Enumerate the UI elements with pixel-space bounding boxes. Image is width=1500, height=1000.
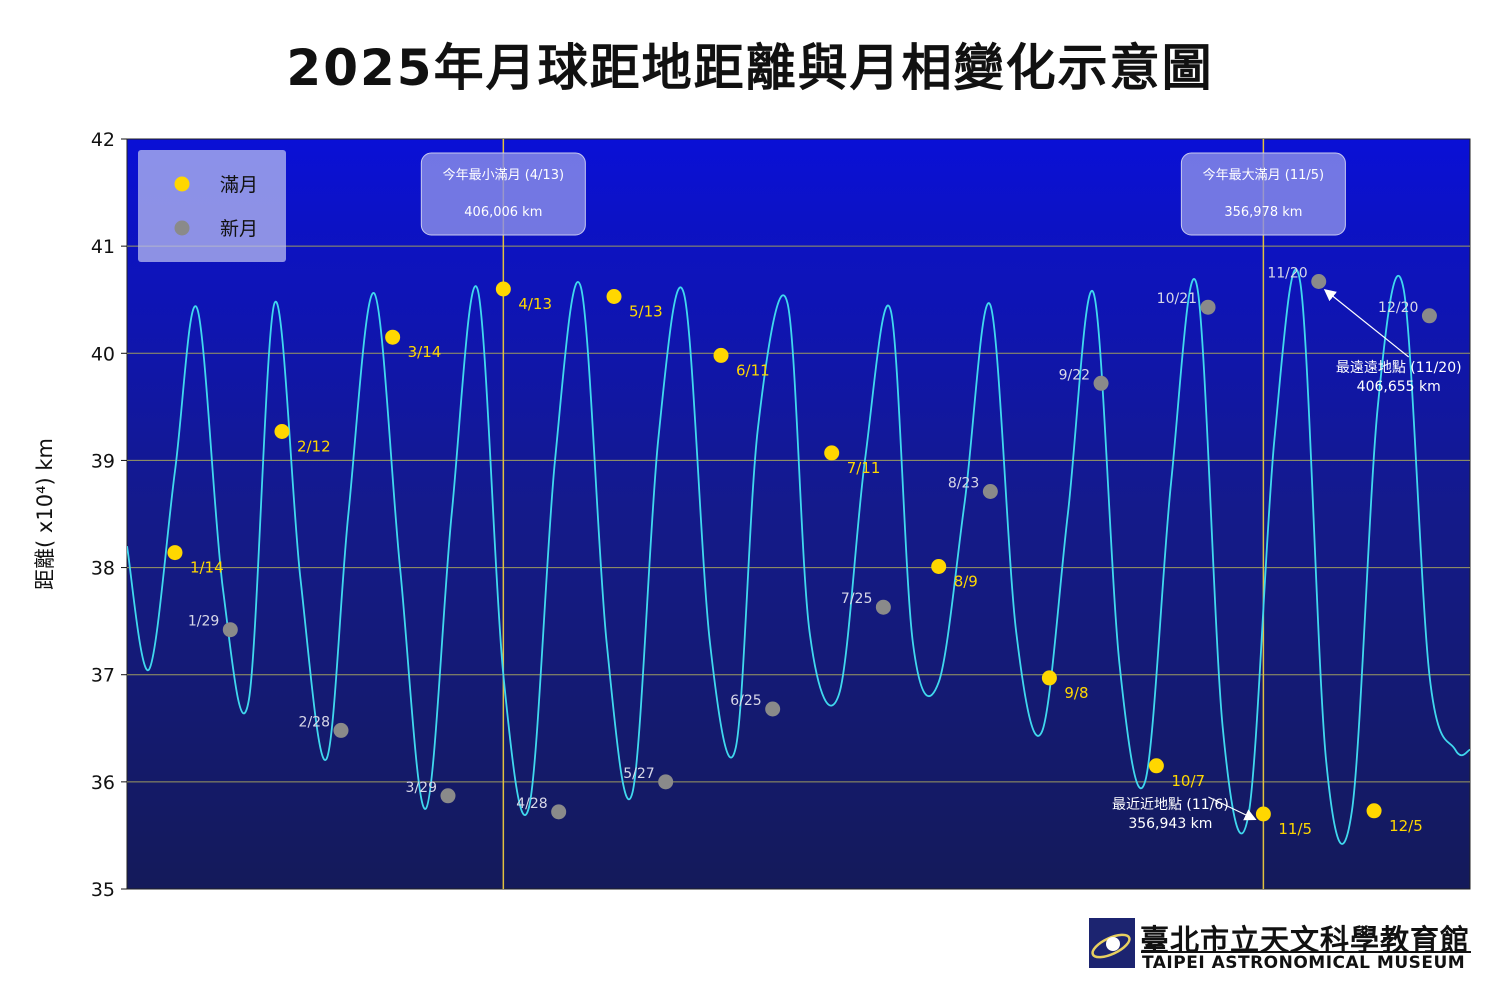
- full-moon-label: 6/11: [736, 361, 770, 379]
- y-tick-label: 38: [91, 558, 115, 580]
- new-moon-point: [658, 774, 674, 790]
- full-moon-label: 10/7: [1171, 772, 1205, 790]
- full-moon-label: 5/13: [629, 303, 663, 321]
- legend-full-moon-marker: [174, 176, 190, 192]
- full-moon-point: [385, 329, 401, 345]
- full-moon-label: 12/5: [1389, 817, 1423, 835]
- new-moon-label: 12/20: [1378, 300, 1418, 316]
- marker-box: [1180, 152, 1346, 236]
- new-moon-label: 1/29: [188, 614, 219, 630]
- chart-title: 2025年月球距地距離與月相變化示意圖: [286, 39, 1214, 97]
- full-moon-label: 11/5: [1278, 820, 1312, 838]
- full-moon-point: [495, 281, 511, 297]
- full-moon-point: [824, 445, 840, 461]
- marker-box-value: 356,978 km: [1224, 205, 1302, 220]
- new-moon-label: 9/22: [1059, 367, 1090, 383]
- full-moon-label: 7/11: [847, 459, 881, 477]
- apogee-annotation-value: 406,655 km: [1357, 379, 1441, 395]
- marker-box-title: 今年最大滿月 (11/5): [1203, 167, 1324, 183]
- y-tick-label: 36: [91, 772, 115, 794]
- y-tick-label: 35: [91, 879, 115, 901]
- full-moon-label: 8/9: [954, 573, 978, 591]
- new-moon-point: [1421, 308, 1437, 324]
- new-moon-label: 6/25: [730, 693, 761, 709]
- new-moon-point: [765, 701, 781, 717]
- new-moon-point: [1200, 299, 1216, 315]
- new-moon-point: [222, 622, 238, 638]
- full-moon-point: [1148, 758, 1164, 774]
- new-moon-point: [551, 804, 567, 820]
- new-moon-label: 10/21: [1157, 291, 1197, 307]
- museum-divider: [1141, 951, 1471, 953]
- new-moon-label: 7/25: [841, 591, 872, 607]
- marker-box-value: 406,006 km: [464, 205, 542, 220]
- full-moon-point: [1255, 806, 1271, 822]
- new-moon-label: 2/28: [299, 714, 330, 730]
- full-moon-point: [167, 545, 183, 561]
- new-moon-point: [875, 599, 891, 615]
- full-moon-point: [713, 347, 729, 363]
- y-tick-label: 37: [91, 665, 115, 687]
- perigee-annotation-value: 356,943 km: [1128, 816, 1212, 832]
- annotation-arrow: [1208, 796, 1257, 821]
- y-tick-label: 39: [91, 450, 115, 472]
- legend-label: 滿月: [220, 174, 258, 196]
- apogee-annotation-title: 最遠遠地點 (11/20): [1336, 360, 1462, 376]
- legend-label: 新月: [220, 218, 258, 240]
- new-moon-label: 11/20: [1267, 266, 1307, 282]
- y-axis-label: 距離( x10⁴) km: [33, 438, 57, 590]
- full-moon-label: 2/12: [297, 438, 331, 456]
- new-moon-label: 5/27: [623, 766, 654, 782]
- y-tick-label: 40: [91, 343, 115, 365]
- full-moon-point: [1041, 670, 1057, 686]
- full-moon-point: [931, 559, 947, 574]
- museum-name-en: TAIPEI ASTRONOMICAL MUSEUM: [1142, 953, 1466, 973]
- new-moon-point: [1311, 274, 1327, 289]
- distance-curve: [127, 268, 1470, 845]
- full-moon-label: 4/13: [518, 295, 552, 313]
- full-moon-label: 9/8: [1064, 684, 1088, 702]
- new-moon-point: [1093, 375, 1109, 391]
- full-moon-point: [1366, 803, 1382, 819]
- marker-box: [420, 152, 586, 236]
- new-moon-point: [982, 484, 998, 499]
- full-moon-label: 3/14: [408, 343, 442, 361]
- perigee-annotation-title: 最近近地點 (11/6): [1112, 797, 1229, 813]
- new-moon-label: 4/28: [516, 796, 547, 812]
- new-moon-point: [440, 788, 456, 804]
- plot-area: [126, 138, 1471, 890]
- legend-new-moon-marker: [174, 220, 190, 236]
- new-moon-point: [333, 722, 349, 738]
- y-tick-label: 41: [91, 236, 115, 258]
- annotation-arrow: [1323, 288, 1410, 358]
- marker-box-title: 今年最小滿月 (4/13): [443, 167, 564, 183]
- full-moon-point: [606, 289, 622, 304]
- y-tick-label: 42: [91, 129, 115, 151]
- legend: [138, 150, 286, 262]
- new-moon-label: 8/23: [948, 476, 979, 492]
- full-moon-label: 1/14: [190, 559, 224, 577]
- museum-logo-icon: [1089, 918, 1135, 968]
- new-moon-label: 3/29: [406, 780, 437, 796]
- full-moon-point: [274, 424, 290, 439]
